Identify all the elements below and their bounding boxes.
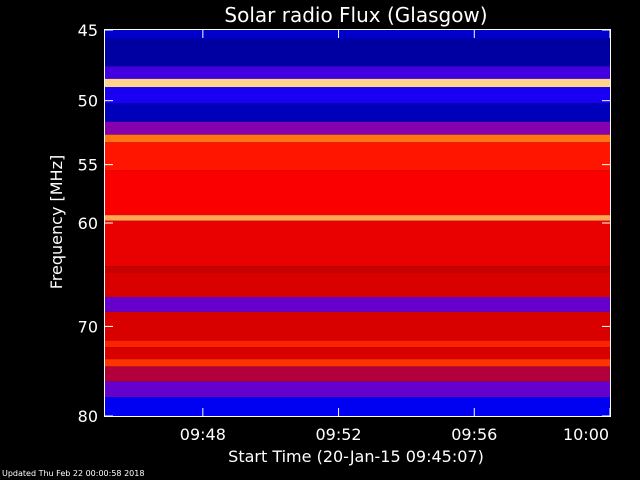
spectrum-band <box>105 381 610 398</box>
y-tick-label: 60 <box>78 214 98 233</box>
spectrum-band <box>105 66 610 79</box>
plot-frame <box>104 29 611 417</box>
y-tick-label: 80 <box>78 407 98 426</box>
y-axis-label: Frequency [MHz] <box>47 155 66 289</box>
y-tick-label: 55 <box>78 156 98 175</box>
spectrum-band <box>105 297 610 312</box>
x-tick-label: 09:52 <box>316 425 362 444</box>
spectrum-band <box>105 142 610 171</box>
spectrum-band <box>105 359 610 367</box>
spectrum-band <box>105 272 610 298</box>
spectrum-band <box>105 366 610 382</box>
updated-timestamp: Updated Thu Feb 22 00:00:58 2018 <box>2 469 145 478</box>
x-tick-label: 10:00 <box>563 425 609 444</box>
x-tick-label: 09:48 <box>180 425 226 444</box>
spectrum-band <box>105 170 610 216</box>
y-tick-label: 50 <box>78 92 98 111</box>
spectrum-band <box>105 311 610 341</box>
spectrum-band <box>105 121 610 135</box>
x-tick-label: 09:56 <box>451 425 497 444</box>
spectrum-band <box>105 340 610 348</box>
spectrum-band <box>105 397 610 416</box>
spectrum-band <box>105 347 610 360</box>
spectrum-band <box>105 103 610 122</box>
plot-area <box>105 30 610 416</box>
y-axis-ticks: 45 50 55 60 70 80 <box>78 21 610 426</box>
y-tick-label: 70 <box>78 317 98 336</box>
spectrum-band <box>105 215 610 221</box>
spectrum-band <box>105 30 610 39</box>
x-axis-label: Start Time (20-Jan-15 09:45:07) <box>228 447 484 466</box>
y-tick-label: 45 <box>78 21 98 40</box>
spectrum-band <box>105 87 610 104</box>
spectrum-band <box>105 266 610 273</box>
spectrum-band <box>105 78 610 88</box>
spectrum-band <box>105 220 610 267</box>
spectrum-band <box>105 38 610 67</box>
spectrum-band <box>105 134 610 143</box>
chart-title: Solar radio Flux (Glasgow) <box>224 3 487 27</box>
x-axis-ticks: 09:48 09:52 09:56 10:00 <box>180 30 611 444</box>
